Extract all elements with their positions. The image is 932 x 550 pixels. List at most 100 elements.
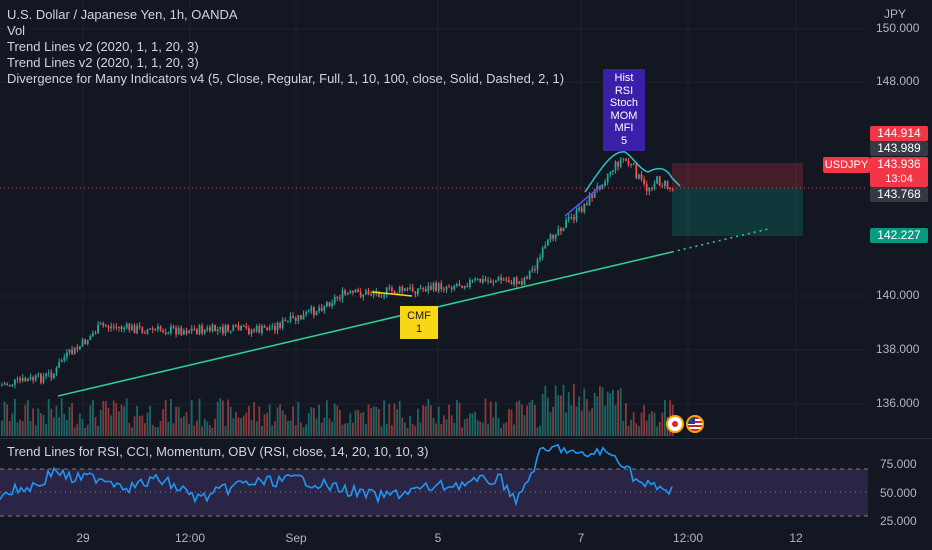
japan-flag-icon[interactable]	[666, 415, 684, 433]
candle-body	[534, 268, 536, 270]
volume-bar	[164, 399, 167, 436]
volume-bar	[219, 398, 222, 436]
target-zone	[672, 188, 803, 236]
rsi-pane[interactable]	[0, 439, 932, 525]
candle-body	[635, 164, 638, 179]
candle-body	[271, 325, 274, 327]
volume-bar	[482, 422, 484, 436]
rsi-chart-canvas[interactable]	[0, 439, 932, 525]
volume-bar	[99, 409, 102, 436]
candle-body	[229, 330, 232, 332]
candle-body	[136, 325, 138, 334]
candle-body	[409, 287, 411, 290]
candle-body	[97, 324, 99, 334]
volume-bar	[53, 417, 55, 436]
volume-bar	[318, 404, 320, 436]
candle-body	[500, 277, 502, 281]
volume-bar	[365, 424, 367, 436]
volume-bar	[227, 399, 229, 436]
time-tick: 29	[76, 531, 90, 545]
volume-bar	[279, 404, 281, 436]
candle-body	[450, 287, 453, 290]
volume-bar	[266, 413, 268, 436]
candle-body	[188, 331, 190, 334]
candle-body	[27, 378, 29, 382]
candle-body	[614, 161, 617, 171]
volume-bar	[268, 404, 271, 436]
candle-body	[471, 279, 474, 281]
volume-bar	[596, 396, 599, 436]
volume-bar	[378, 408, 380, 436]
candle-body	[380, 296, 383, 298]
volume-bar	[300, 422, 302, 436]
candle-body	[456, 283, 458, 286]
candle-body	[391, 287, 393, 291]
volume-bar	[307, 413, 310, 436]
legend-divergence[interactable]: Divergence for Many Indicators v4 (5, Cl…	[7, 71, 565, 86]
candle-body	[318, 307, 320, 312]
callout-line: MFI	[614, 122, 634, 134]
candle-body	[92, 333, 94, 336]
legend-sub-indicator[interactable]: Trend Lines for RSI, CCI, Momentum, OBV …	[7, 444, 429, 459]
candle-body	[432, 282, 435, 290]
time-tick: 12:00	[174, 531, 206, 545]
pane-divider[interactable]	[0, 438, 932, 439]
candle-body	[292, 316, 294, 318]
volume-bar	[79, 413, 81, 436]
legend-trend-lines-2[interactable]: Trend Lines v2 (2020, 1, 1, 20, 3)	[7, 55, 199, 70]
candle-body	[502, 279, 505, 281]
volume-bar	[458, 403, 461, 436]
candle-body	[396, 292, 398, 294]
volume-bar	[393, 403, 396, 436]
candle-body	[253, 329, 255, 332]
legend-trend-lines-1[interactable]: Trend Lines v2 (2020, 1, 1, 20, 3)	[7, 39, 199, 54]
candle-body	[32, 377, 34, 381]
volume-bar	[177, 406, 180, 436]
volume-bar	[541, 393, 544, 436]
candle-body	[258, 326, 261, 333]
candle-body	[99, 323, 102, 325]
candle-body	[141, 327, 144, 333]
stop-price-label: 142.227	[870, 228, 928, 243]
volume-bar	[8, 420, 11, 436]
candle-body	[627, 160, 630, 165]
candle-body	[406, 288, 409, 290]
candle-body	[66, 352, 68, 358]
volume-bar	[536, 427, 539, 436]
candle-body	[523, 277, 526, 285]
volume-bar	[255, 421, 258, 436]
symbol-title[interactable]: U.S. Dollar / Japanese Yen, 1h, OANDA	[7, 7, 238, 22]
volume-bar	[128, 422, 131, 436]
legend-vol[interactable]: Vol	[7, 23, 26, 38]
volume-bar	[479, 421, 482, 436]
bar-countdown: 13:04	[885, 173, 913, 185]
current-price-label: 143.936	[877, 157, 921, 171]
volume-bar	[651, 411, 653, 436]
candle-body	[71, 349, 73, 355]
rsi-band-fill	[0, 469, 868, 516]
candle-body	[245, 326, 248, 329]
price-chart-canvas[interactable]	[0, 0, 932, 438]
candle-body	[102, 323, 105, 326]
volume-bar	[404, 422, 406, 436]
price-pane[interactable]	[0, 0, 932, 438]
volume-bar	[445, 419, 448, 436]
bullish-divergence-callout[interactable]: CMF 1	[400, 306, 438, 339]
candle-body	[294, 317, 297, 321]
candle-body	[658, 176, 661, 186]
candle-body	[359, 291, 362, 297]
volume-bar	[515, 401, 518, 436]
volume-bar	[123, 406, 125, 436]
candle-body	[632, 163, 635, 165]
volume-bar	[362, 412, 365, 436]
candle-body	[643, 179, 645, 184]
volume-bar	[185, 412, 188, 436]
volume-bar	[427, 398, 430, 436]
us-flag-icon[interactable]	[686, 415, 704, 433]
volume-bar	[648, 413, 651, 436]
bearish-divergence-callout[interactable]: Hist RSI Stoch MOM MFI 5	[603, 69, 645, 151]
candle-body	[84, 339, 86, 345]
candle-body	[167, 333, 170, 335]
volume-bar	[3, 401, 6, 436]
candle-body	[115, 327, 118, 329]
